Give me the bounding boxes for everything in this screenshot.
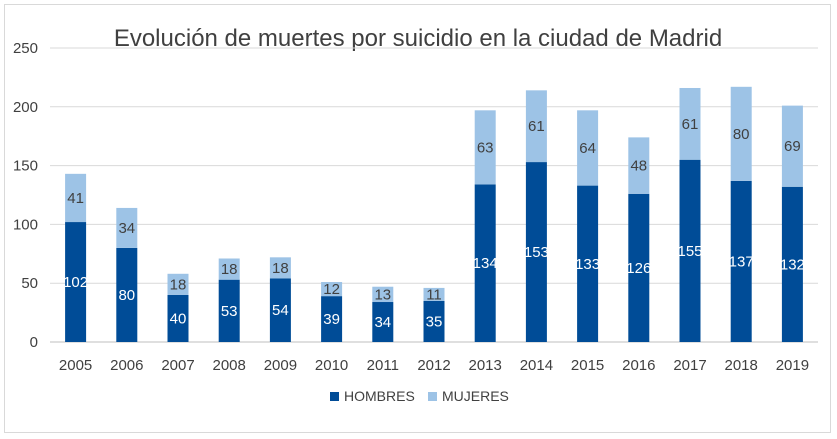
data-label-mujeres-2014: 61 [528, 118, 545, 135]
x-tick-label-2008: 2008 [213, 357, 246, 374]
bar-segment-mujeres-2016 [628, 137, 650, 194]
bar-segment-mujeres-2013 [474, 110, 496, 185]
x-tick-label-2017: 2017 [673, 357, 706, 374]
x-tick-label-2007: 2007 [161, 357, 194, 374]
bar-segment-mujeres-2012 [423, 287, 445, 301]
legend-swatch-hombres [330, 392, 339, 401]
y-tick-label: 0 [30, 334, 38, 351]
data-label-mujeres-2016: 48 [630, 158, 647, 175]
x-tick-label-2013: 2013 [469, 357, 502, 374]
x-tick-label-2018: 2018 [725, 357, 758, 374]
bar-segment-mujeres-2010 [321, 282, 343, 297]
data-label-mujeres-2012: 11 [426, 286, 442, 303]
data-label-hombres-2012: 35 [426, 313, 443, 330]
grid-lines [50, 47, 818, 284]
bar-segment-mujeres-2018 [730, 86, 752, 181]
x-tick-label-2019: 2019 [776, 357, 809, 374]
x-tick-label-2009: 2009 [264, 357, 297, 374]
legend-swatch-mujeres [428, 392, 437, 401]
bar-segment-mujeres-2007 [167, 273, 189, 295]
data-label-mujeres-2009: 18 [272, 260, 289, 277]
y-tick-label: 150 [13, 158, 38, 175]
x-tick-label-2016: 2016 [622, 357, 655, 374]
bar-segment-mujeres-2017 [679, 87, 701, 160]
data-label-hombres-2015: 133 [575, 256, 600, 273]
y-tick-label: 200 [13, 99, 38, 116]
bars [65, 86, 803, 342]
bar-segment-mujeres-2008 [218, 258, 240, 280]
data-label-mujeres-2005: 41 [67, 190, 84, 207]
bar-segment-hombres-2010 [321, 296, 343, 342]
bar-segment-hombres-2016 [628, 193, 650, 342]
data-label-mujeres-2017: 61 [682, 116, 699, 133]
bar-segment-mujeres-2006 [116, 207, 138, 248]
bar-segment-mujeres-2019 [781, 105, 803, 187]
data-label-mujeres-2006: 34 [118, 220, 135, 237]
data-label-mujeres-2015: 64 [579, 140, 596, 157]
data-label-hombres-2006: 80 [118, 287, 135, 304]
bar-segment-hombres-2011 [372, 302, 394, 342]
data-label-mujeres-2018: 80 [733, 126, 750, 143]
data-label-hombres-2008: 53 [221, 303, 238, 320]
y-tick-label: 250 [13, 40, 38, 57]
x-tick-label-2006: 2006 [110, 357, 143, 374]
x-tick-label-2014: 2014 [520, 357, 553, 374]
data-label-mujeres-2013: 63 [477, 139, 494, 156]
bar-segment-hombres-2019 [781, 186, 803, 342]
bar-segment-hombres-2008 [218, 279, 240, 342]
data-label-hombres-2005: 102 [63, 274, 88, 291]
legend-label-mujeres: MUJERES [442, 388, 509, 404]
data-label-mujeres-2011: 13 [374, 286, 391, 303]
y-tick-label: 50 [21, 275, 38, 292]
data-label-hombres-2018: 137 [729, 253, 754, 270]
data-label-mujeres-2007: 18 [170, 276, 187, 293]
data-label-mujeres-2010: 12 [323, 281, 340, 298]
bar-segment-hombres-2009 [269, 278, 291, 342]
bar-segment-mujeres-2011 [372, 286, 394, 303]
x-tick-label-2012: 2012 [417, 357, 450, 374]
bar-segment-mujeres-2014 [525, 90, 547, 163]
x-tick-label-2005: 2005 [59, 357, 92, 374]
data-label-mujeres-2019: 69 [784, 138, 801, 155]
data-labels: 102 41 80 34 40 18 53 18 54 18 39 12 34 13 35 11 134 63 15… [63, 116, 805, 331]
data-label-hombres-2007: 40 [170, 310, 187, 327]
bar-segment-hombres-2006 [116, 247, 138, 342]
data-label-hombres-2017: 155 [677, 243, 702, 260]
x-tick-label-2011: 2011 [367, 357, 399, 374]
x-tick-label-2015: 2015 [571, 357, 604, 374]
bar-segment-hombres-2018 [730, 180, 752, 342]
x-tick-label-2010: 2010 [315, 357, 348, 374]
bar-segment-hombres-2007 [167, 294, 189, 342]
data-label-hombres-2019: 132 [780, 256, 805, 273]
data-label-hombres-2014: 153 [524, 244, 549, 261]
bar-segment-mujeres-2009 [269, 257, 291, 279]
y-tick-label: 100 [13, 216, 38, 233]
data-label-hombres-2009: 54 [272, 302, 289, 319]
data-label-hombres-2013: 134 [473, 255, 498, 272]
legend-label-hombres: HOMBRES [344, 388, 415, 404]
data-label-hombres-2011: 34 [374, 314, 391, 331]
bar-segment-hombres-2013 [474, 184, 496, 342]
bar-segment-mujeres-2015 [577, 110, 599, 186]
bar-segment-hombres-2017 [679, 159, 701, 342]
bar-segment-hombres-2014 [525, 162, 547, 342]
legend: HOMBRES MUJERES [330, 388, 509, 404]
data-label-hombres-2010: 39 [323, 311, 340, 328]
data-label-mujeres-2008: 18 [221, 261, 238, 278]
bar-segment-hombres-2005 [65, 222, 87, 342]
bar-segment-hombres-2015 [577, 185, 599, 342]
bar-segment-mujeres-2005 [65, 173, 87, 223]
data-label-hombres-2016: 126 [626, 260, 651, 277]
bar-segment-hombres-2012 [423, 300, 445, 342]
